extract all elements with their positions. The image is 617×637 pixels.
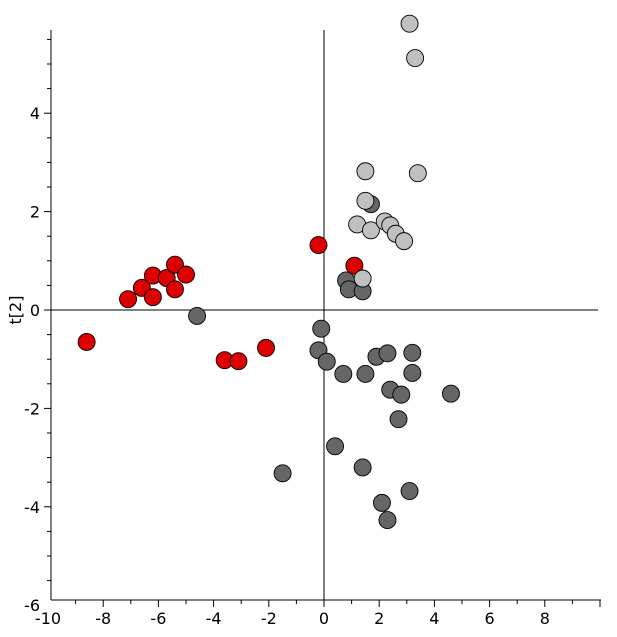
- data-point: [400, 14, 419, 33]
- data-point: [334, 365, 353, 383]
- x-tick-label: 0: [319, 609, 329, 628]
- data-point: [353, 458, 372, 477]
- x-tick-label: 8: [540, 609, 550, 628]
- data-point: [442, 384, 460, 403]
- y-axis-label: t[2]: [6, 296, 25, 325]
- data-point: [356, 365, 375, 383]
- x-tick-label: -6: [150, 609, 166, 628]
- x-tick-label: -2: [261, 609, 277, 628]
- data-point: [229, 352, 248, 371]
- data-points: [77, 14, 460, 530]
- data-point: [406, 49, 425, 68]
- data-point: [177, 265, 195, 284]
- data-point: [119, 290, 137, 309]
- data-point: [392, 385, 411, 404]
- data-point: [403, 364, 422, 382]
- data-point: [317, 352, 336, 371]
- x-tick-label: 6: [485, 609, 495, 628]
- y-tick-label: -4: [24, 498, 40, 517]
- y-tick-label: 0: [30, 301, 40, 320]
- data-point: [378, 511, 397, 530]
- data-point: [356, 162, 375, 181]
- data-point: [378, 344, 397, 363]
- data-point: [395, 232, 413, 251]
- y-tick-label: 2: [30, 203, 40, 222]
- data-point: [326, 437, 344, 456]
- data-point: [312, 319, 331, 338]
- data-point: [356, 191, 375, 210]
- data-point: [353, 269, 372, 288]
- x-tick-label: 4: [429, 609, 439, 628]
- data-point: [309, 236, 328, 255]
- x-tick-label: -8: [95, 609, 111, 628]
- x-tick-label: -4: [206, 609, 222, 628]
- data-point: [166, 280, 184, 299]
- data-point: [400, 482, 419, 501]
- data-point: [361, 221, 380, 240]
- data-point: [188, 306, 206, 325]
- data-point: [389, 410, 408, 429]
- data-point: [345, 256, 364, 275]
- data-point: [273, 464, 292, 483]
- data-point: [408, 164, 427, 183]
- data-point: [373, 493, 391, 512]
- x-tick-label: 2: [374, 609, 384, 628]
- y-tick-label: 4: [30, 104, 40, 123]
- data-point: [77, 333, 96, 351]
- data-point: [257, 338, 275, 357]
- y-tick-label: -6: [24, 596, 40, 615]
- data-point: [403, 343, 422, 362]
- data-point: [143, 288, 162, 307]
- x-tick-label: -10: [35, 609, 61, 628]
- axes: -10 -8 -6 -4 -2 0 2 4 6 8 -6 -4 -2 0 2 4: [24, 30, 601, 628]
- y-tick-label: -2: [24, 399, 40, 418]
